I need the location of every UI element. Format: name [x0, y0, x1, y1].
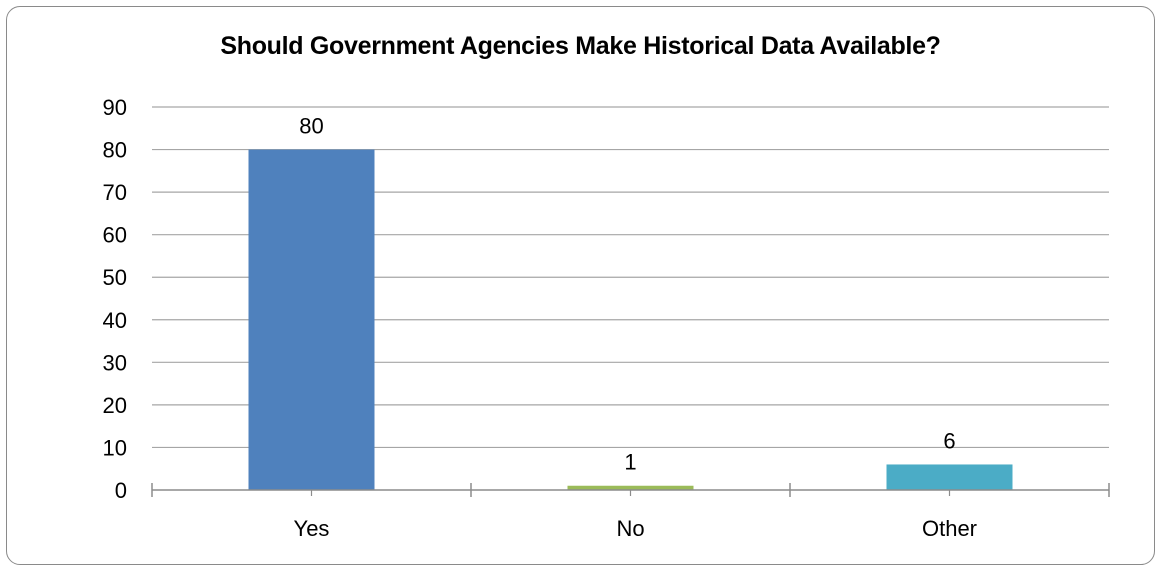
- data-label: 6: [943, 428, 955, 453]
- bar-other: [886, 464, 1013, 490]
- y-tick-label: 60: [103, 223, 127, 248]
- data-label: 80: [299, 114, 323, 139]
- x-tick-label: Yes: [294, 516, 330, 541]
- y-tick-label: 10: [103, 435, 127, 460]
- y-tick-label: 80: [103, 138, 127, 163]
- y-tick-label: 30: [103, 350, 127, 375]
- chart-title: Should Government Agencies Make Historic…: [220, 32, 941, 60]
- data-label: 1: [624, 450, 636, 475]
- axes: [151, 483, 1110, 497]
- bar-no: [567, 485, 694, 490]
- y-tick-label: 20: [103, 393, 127, 418]
- y-tick-label: 40: [103, 308, 127, 333]
- y-tick-label: 50: [103, 265, 127, 290]
- y-tick-label: 0: [115, 478, 127, 503]
- labels: 0 10 20 30 40 50 60 70 80 90 80 Yes 1 No 6 Other: [103, 95, 978, 541]
- y-tick-label: 90: [103, 95, 127, 120]
- x-tick-label: No: [616, 516, 644, 541]
- y-tick-label: 70: [103, 180, 127, 205]
- x-tick-label: Other: [922, 516, 977, 541]
- bars: [248, 149, 1013, 491]
- bar-yes: [248, 149, 375, 491]
